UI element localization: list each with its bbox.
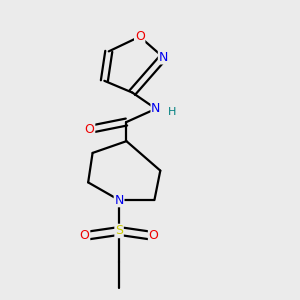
Text: O: O bbox=[148, 230, 158, 242]
Text: O: O bbox=[80, 230, 90, 242]
Text: O: O bbox=[135, 30, 145, 43]
Text: O: O bbox=[85, 123, 94, 136]
Text: N: N bbox=[151, 102, 160, 115]
Text: N: N bbox=[114, 194, 124, 207]
Text: S: S bbox=[115, 224, 123, 238]
Text: N: N bbox=[159, 51, 168, 64]
Text: H: H bbox=[168, 107, 176, 117]
